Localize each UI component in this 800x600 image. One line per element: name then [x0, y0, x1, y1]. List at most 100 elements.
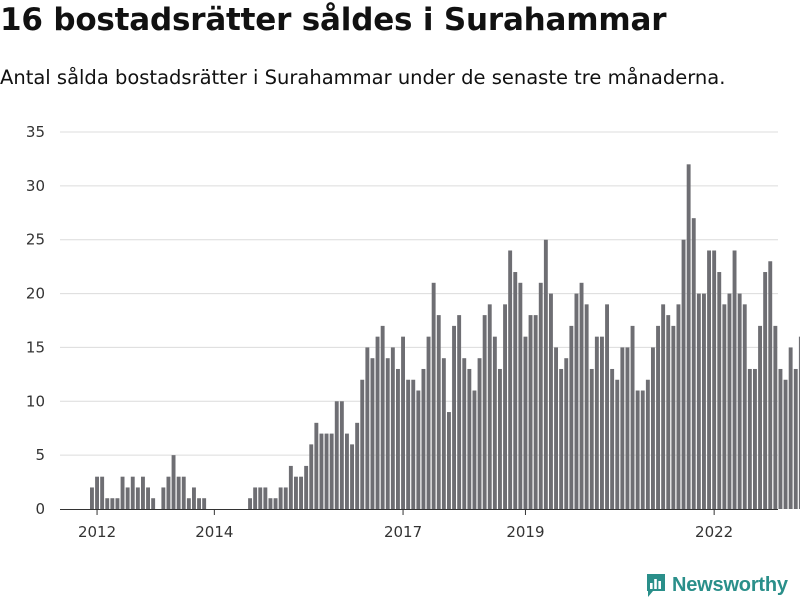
bar: [656, 325, 660, 509]
bar: [691, 218, 696, 509]
bar: [477, 358, 482, 509]
bar: [452, 325, 456, 509]
x-axis-ticks: 201220142017201920222024: [78, 509, 733, 541]
bar: [278, 487, 283, 509]
bar: [707, 250, 711, 509]
bar: [482, 315, 487, 509]
bar: [508, 250, 513, 509]
bar: [737, 293, 742, 509]
bar: [263, 487, 268, 509]
bar: [753, 368, 757, 509]
bar: [686, 164, 691, 510]
bar: [125, 487, 130, 509]
x-tick-label: 2019: [506, 523, 544, 541]
bar: [355, 422, 360, 509]
bar: [472, 390, 477, 509]
x-tick-label: 2014: [195, 523, 233, 541]
bar: [130, 476, 135, 509]
bar: [543, 239, 548, 509]
bar: [620, 347, 625, 509]
bar: [171, 455, 176, 509]
bar: [166, 476, 171, 509]
newsworthy-logo-icon: [647, 573, 665, 597]
bar: [579, 282, 584, 509]
bar: [288, 465, 293, 509]
bar: [645, 379, 650, 509]
bar: [661, 304, 666, 509]
bar: [487, 304, 492, 509]
bar: [329, 433, 334, 509]
bar: [763, 272, 768, 509]
bar: [564, 358, 569, 509]
bar: [385, 358, 390, 509]
bar: [299, 476, 303, 509]
bar: [605, 304, 609, 509]
bar: [696, 293, 701, 509]
bar: [426, 336, 431, 509]
bar: [334, 401, 339, 509]
y-tick-label: 0: [35, 500, 45, 518]
bar: [666, 315, 671, 509]
bar: [722, 304, 727, 509]
newsworthy-logo: Newsworthy: [645, 571, 788, 599]
bar: [197, 498, 201, 509]
bar: [600, 336, 604, 509]
bar: [615, 379, 620, 509]
bar: [375, 336, 380, 509]
x-tick-label: 2012: [78, 523, 116, 541]
bar: [115, 498, 120, 509]
bar: [793, 368, 798, 509]
bar: [360, 379, 365, 509]
bar: [651, 347, 655, 509]
bar: [324, 433, 329, 509]
bar: [421, 368, 426, 509]
bar: [100, 476, 105, 509]
y-tick-label: 10: [26, 392, 45, 410]
bar: [518, 282, 523, 509]
bar: [294, 476, 298, 509]
bar: [380, 325, 385, 509]
bar: [192, 487, 196, 509]
bar: [498, 368, 502, 509]
bar: [584, 304, 589, 509]
bar: [457, 315, 462, 509]
bar: [773, 325, 778, 509]
bar: [798, 336, 800, 509]
bar: [783, 379, 788, 509]
bar: [110, 498, 115, 509]
page-title: 16 bostadsrätter såldes i Surahammar: [0, 2, 667, 38]
bar: [610, 368, 615, 509]
bar: [339, 401, 344, 509]
bar: [630, 325, 635, 509]
bar: [411, 379, 416, 509]
bar: [273, 498, 278, 509]
bar: [778, 368, 783, 509]
bar: [396, 368, 400, 509]
bar: [151, 498, 156, 509]
bar: [549, 293, 553, 509]
bar: [640, 390, 645, 509]
bar: [747, 368, 752, 509]
bar: [416, 390, 421, 509]
bar: [676, 304, 681, 509]
bar: [314, 422, 319, 509]
bar: [635, 390, 640, 509]
bar: [181, 476, 186, 509]
y-tick-label: 35: [26, 123, 45, 141]
bar: [538, 282, 543, 509]
bar: [441, 358, 446, 509]
bar: [141, 476, 145, 509]
bar: [365, 347, 370, 509]
bar: [309, 444, 314, 509]
bar: [431, 282, 436, 509]
bar: [503, 304, 507, 509]
y-tick-label: 25: [26, 231, 45, 249]
y-tick-label: 20: [26, 285, 45, 303]
bar: [447, 412, 451, 509]
bar: [702, 293, 706, 509]
bar: [625, 347, 630, 509]
bar: [95, 476, 99, 509]
bar: [732, 250, 737, 509]
bar: [594, 336, 599, 509]
bar: [574, 293, 579, 509]
